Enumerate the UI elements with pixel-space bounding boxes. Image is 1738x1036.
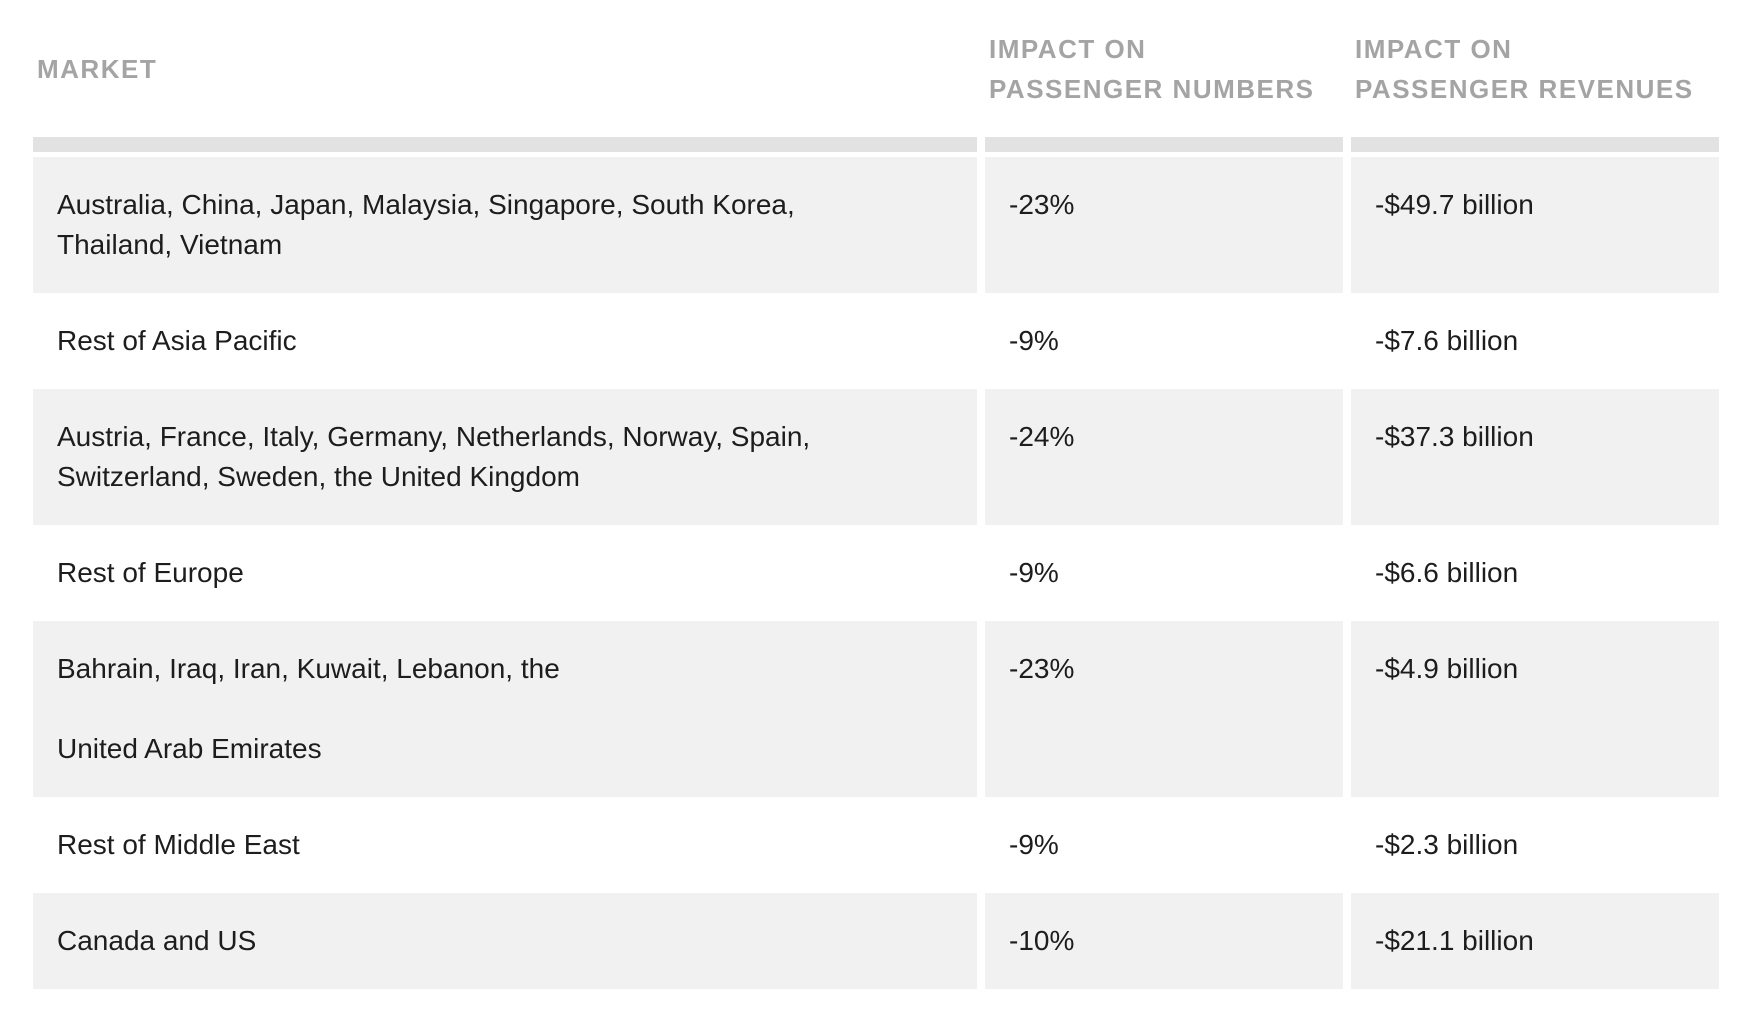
passenger-numbers-cell: -9% bbox=[1009, 829, 1059, 860]
passenger-numbers-cell: -9% bbox=[1009, 325, 1059, 356]
passenger-numbers-cell: -10% bbox=[985, 893, 1343, 989]
passenger-numbers-cell: -24% bbox=[985, 389, 1343, 525]
passenger-numbers-cell: -9% bbox=[1009, 557, 1059, 588]
passenger-revenues-cell: -$4.9 billion bbox=[1351, 621, 1719, 797]
market-cell: Rest of Middle East bbox=[57, 829, 300, 860]
passenger-numbers-cell: -23% bbox=[985, 621, 1343, 797]
column-header-impact-passenger-revenues: IMPACT ON PASSENGER REVENUES bbox=[1355, 33, 1694, 104]
column-header-impact-passenger-numbers: IMPACT ON PASSENGER NUMBERS bbox=[989, 33, 1315, 104]
header-separator-row bbox=[33, 137, 1719, 152]
passenger-revenues-cell: -$2.3 billion bbox=[1375, 829, 1519, 860]
header-separator-segment bbox=[1351, 137, 1719, 152]
table-row: Bahrain, Iraq, Iran, Kuwait, Lebanon, th… bbox=[33, 621, 1719, 797]
table-row: Australia, China, Japan, Malaysia, Singa… bbox=[33, 157, 1719, 293]
market-cell: Rest of Asia Pacific bbox=[57, 325, 297, 356]
table-row: Rest of Europe -9% -$6.6 billion bbox=[33, 525, 1719, 621]
passenger-revenues-cell: -$7.6 billion bbox=[1375, 325, 1519, 356]
passenger-revenues-cell: -$21.1 billion bbox=[1351, 893, 1719, 989]
market-cell: Bahrain, Iraq, Iran, Kuwait, Lebanon, th… bbox=[33, 621, 977, 797]
table-header-row: MARKET IMPACT ON PASSENGER NUMBERS IMPAC… bbox=[33, 0, 1719, 137]
passenger-revenues-cell: -$37.3 billion bbox=[1351, 389, 1719, 525]
market-cell: Australia, China, Japan, Malaysia, Singa… bbox=[33, 157, 977, 293]
table-row: Canada and US -10% -$21.1 billion bbox=[33, 893, 1719, 989]
table-row: Rest of Asia Pacific -9% -$7.6 billion bbox=[33, 293, 1719, 389]
header-separator-segment bbox=[985, 137, 1343, 152]
market-cell: Canada and US bbox=[33, 893, 977, 989]
market-cell: Rest of Europe bbox=[57, 557, 244, 588]
column-header-market: MARKET bbox=[37, 53, 158, 84]
impact-table: MARKET IMPACT ON PASSENGER NUMBERS IMPAC… bbox=[33, 0, 1719, 989]
table-row: Rest of Middle East -9% -$2.3 billion bbox=[33, 797, 1719, 893]
table-body: Australia, China, Japan, Malaysia, Singa… bbox=[33, 157, 1719, 989]
market-cell: Austria, France, Italy, Germany, Netherl… bbox=[33, 389, 977, 525]
passenger-numbers-cell: -23% bbox=[985, 157, 1343, 293]
passenger-revenues-cell: -$49.7 billion bbox=[1351, 157, 1719, 293]
table-row: Austria, France, Italy, Germany, Netherl… bbox=[33, 389, 1719, 525]
header-separator-segment bbox=[33, 137, 977, 152]
passenger-revenues-cell: -$6.6 billion bbox=[1375, 557, 1519, 588]
